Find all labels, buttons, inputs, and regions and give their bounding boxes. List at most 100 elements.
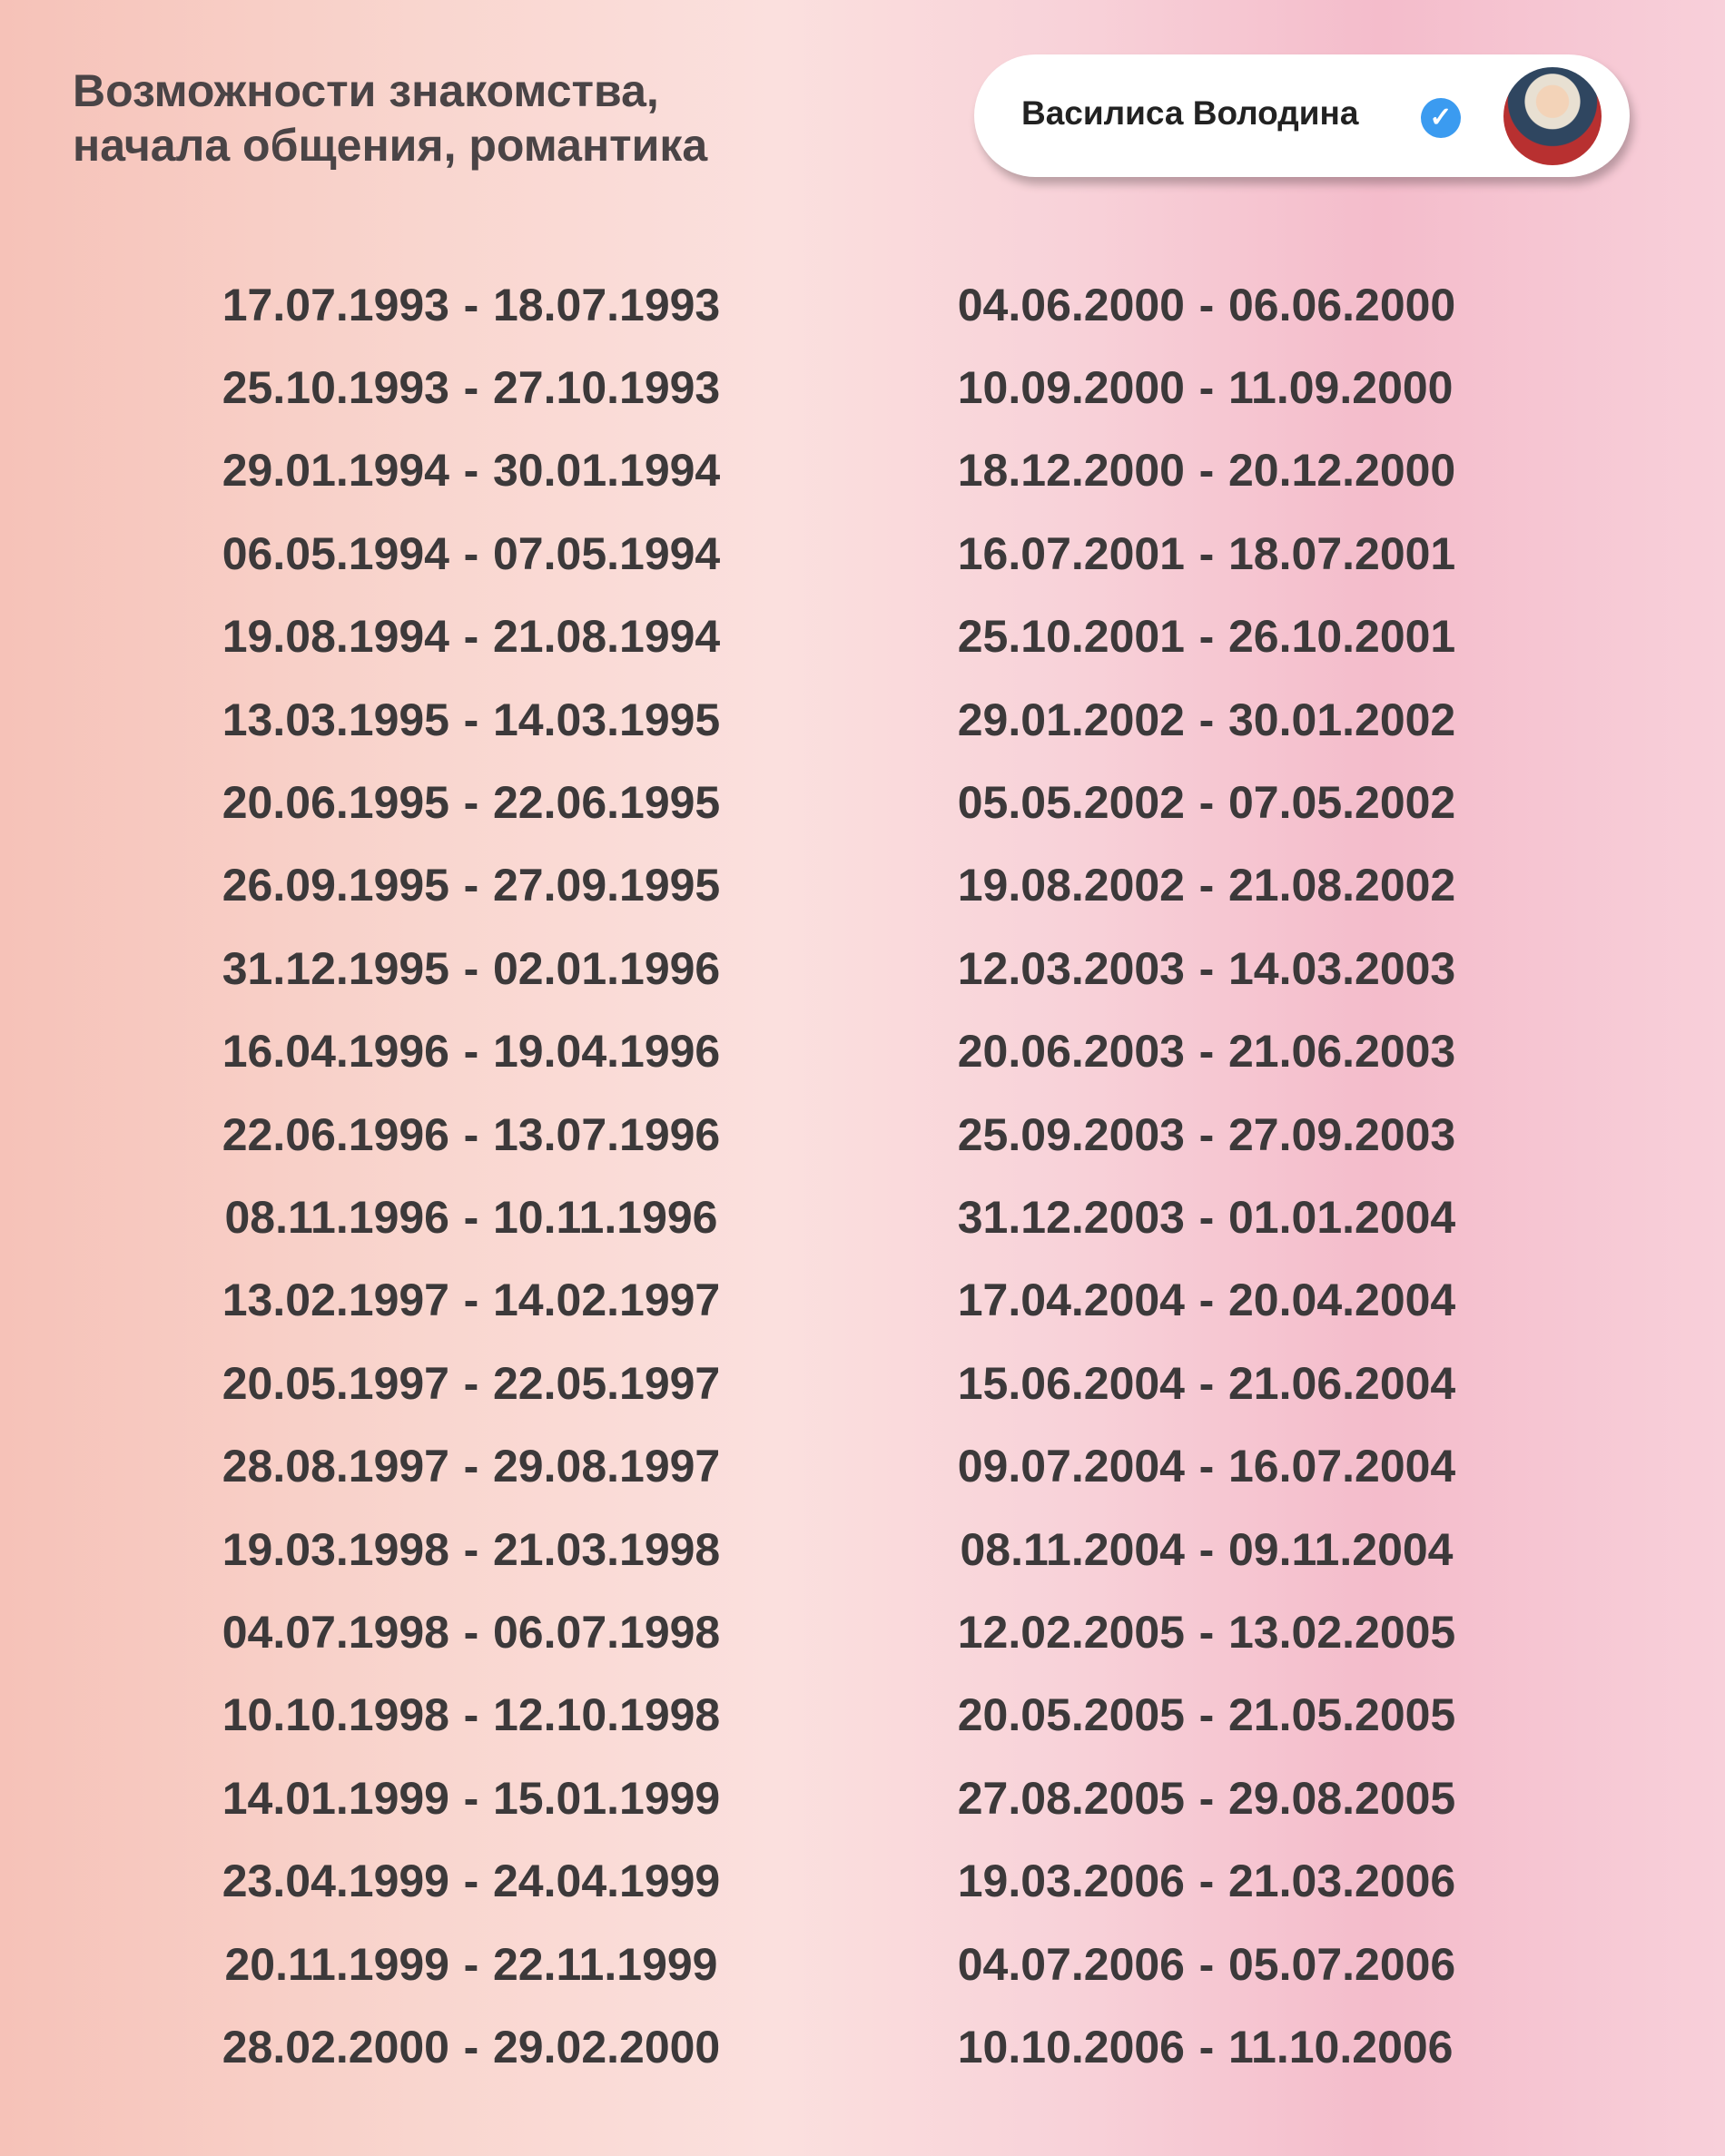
date-row: 04.07.1998-06.07.1998 12.02.2005-13.02.20… [0,1590,1725,1673]
date-range-left: 19.08.1994-21.08.1994 [0,610,862,663]
range-separator: - [1198,1856,1215,1907]
range-separator: - [1198,1275,1215,1326]
start-date: 13.02.1997 [222,1275,449,1326]
end-date: 27.10.1993 [493,362,721,414]
start-date: 19.08.1994 [222,611,449,663]
start-date: 28.02.2000 [222,2021,449,2072]
end-date: 29.08.2005 [1228,1772,1456,1824]
date-range-left: 28.02.2000-29.02.2000 [0,2021,862,2073]
start-date: 17.07.1993 [222,279,449,330]
range-separator: - [463,1441,479,1492]
range-separator: - [463,279,479,330]
date-range-left: 20.11.1999-22.11.1999 [0,1938,862,1991]
start-date: 08.11.2004 [960,1523,1186,1575]
range-separator: - [463,445,479,497]
start-date: 20.05.2005 [957,1689,1185,1741]
date-row: 20.05.1997-22.05.1997 15.06.2004-21.06.20… [0,1342,1725,1424]
title-line-2: начала общения, романтика [73,120,708,171]
date-row: 13.03.1995-14.03.1995 29.01.2002-30.01.20… [0,678,1725,761]
date-row: 31.12.1995-02.01.1996 12.03.2003-14.03.20… [0,927,1725,1009]
start-date: 22.06.1996 [222,1108,449,1160]
end-date: 21.08.2002 [1228,860,1456,911]
range-separator: - [463,2021,479,2072]
end-date: 19.04.1996 [493,1026,721,1078]
start-date: 20.06.2003 [957,1026,1185,1078]
start-date: 27.08.2005 [957,1772,1185,1824]
start-date: 14.01.1999 [222,1772,449,1824]
date-ranges-list: 17.07.1993-18.07.1993 04.06.2000-06.06.20… [0,263,1725,2089]
date-range-left: 13.03.1995-14.03.1995 [0,694,862,746]
date-range-right: 08.11.2004-09.11.2004 [862,1523,1501,1576]
date-range-left: 20.06.1995-22.06.1995 [0,776,862,829]
range-separator: - [463,1689,479,1741]
end-date: 01.01.2004 [1228,1191,1456,1243]
range-separator: - [1198,1441,1215,1492]
page-title: Возможности знакомства, начала общения, … [73,64,707,172]
end-date: 21.06.2004 [1228,1357,1456,1409]
end-date: 26.10.2001 [1228,611,1456,663]
date-range-left: 13.02.1997-14.02.1997 [0,1274,862,1326]
start-date: 04.07.2006 [957,1938,1185,1990]
title-line-1: Возможности знакомства, [73,65,659,116]
date-range-left: 08.11.1996-10.11.1996 [0,1191,862,1244]
range-separator: - [463,1357,479,1409]
date-range-right: 09.07.2004-16.07.2004 [862,1440,1501,1492]
start-date: 31.12.1995 [222,942,449,994]
date-range-right: 25.10.2001-26.10.2001 [862,610,1501,663]
date-range-left: 22.06.1996-13.07.1996 [0,1108,862,1161]
date-row: 14.01.1999-15.01.1999 27.08.2005-29.08.20… [0,1757,1725,1839]
start-date: 25.09.2003 [957,1108,1185,1160]
end-date: 20.12.2000 [1228,445,1456,497]
date-range-left: 17.07.1993-18.07.1993 [0,279,862,331]
range-separator: - [463,777,479,829]
end-date: 14.03.2003 [1228,942,1456,994]
start-date: 13.03.1995 [222,694,449,745]
end-date: 21.08.1994 [493,611,721,663]
end-date: 13.02.2005 [1228,1606,1456,1658]
range-separator: - [1198,362,1215,414]
end-date: 29.08.1997 [493,1441,721,1492]
avatar [1503,67,1602,165]
date-range-left: 23.04.1999-24.04.1999 [0,1855,862,1907]
start-date: 28.08.1997 [222,1441,449,1492]
date-range-left: 20.05.1997-22.05.1997 [0,1357,862,1410]
start-date: 08.11.1996 [224,1191,450,1243]
range-separator: - [463,1772,479,1824]
start-date: 12.03.2003 [957,942,1185,994]
date-row: 19.03.1998-21.03.1998 08.11.2004-09.11.20… [0,1508,1725,1590]
start-date: 12.02.2005 [957,1606,1185,1658]
date-range-right: 10.10.2006-11.10.2006 [862,2021,1501,2073]
end-date: 22.11.1999 [493,1938,718,1990]
date-row: 20.06.1995-22.06.1995 05.05.2002-07.05.20… [0,761,1725,843]
range-separator: - [1198,1523,1215,1575]
date-row: 23.04.1999-24.04.1999 19.03.2006-21.03.20… [0,1839,1725,1922]
date-row: 13.02.1997-14.02.1997 17.04.2004-20.04.20… [0,1259,1725,1342]
range-separator: - [1198,1938,1215,1990]
date-range-right: 20.05.2005-21.05.2005 [862,1688,1501,1741]
end-date: 30.01.1994 [493,445,721,497]
end-date: 22.06.1995 [493,777,721,829]
range-separator: - [463,1275,479,1326]
date-range-right: 10.09.2000-11.09.2000 [862,361,1501,414]
date-range-right: 20.06.2003-21.06.2003 [862,1025,1501,1078]
range-separator: - [463,942,479,994]
start-date: 25.10.2001 [957,611,1185,663]
date-row: 26.09.1995-27.09.1995 19.08.2002-21.08.20… [0,844,1725,927]
date-range-right: 19.03.2006-21.03.2006 [862,1855,1501,1907]
date-row: 10.10.1998-12.10.1998 20.05.2005-21.05.20… [0,1674,1725,1757]
end-date: 05.07.2006 [1228,1938,1456,1990]
date-row: 16.04.1996-19.04.1996 20.06.2003-21.06.20… [0,1010,1725,1093]
range-separator: - [463,860,479,911]
start-date: 29.01.1994 [222,445,449,497]
date-range-right: 15.06.2004-21.06.2004 [862,1357,1501,1410]
start-date: 20.06.1995 [222,777,449,829]
date-range-right: 25.09.2003-27.09.2003 [862,1108,1501,1161]
date-row: 28.08.1997-29.08.1997 09.07.2004-16.07.20… [0,1424,1725,1507]
range-separator: - [463,1938,479,1990]
range-separator: - [1198,1689,1215,1741]
range-separator: - [1198,942,1215,994]
author-name: Василиса Володина [1021,94,1359,132]
range-separator: - [463,1523,479,1575]
start-date: 16.04.1996 [222,1026,449,1078]
end-date: 11.09.2000 [1228,362,1454,414]
